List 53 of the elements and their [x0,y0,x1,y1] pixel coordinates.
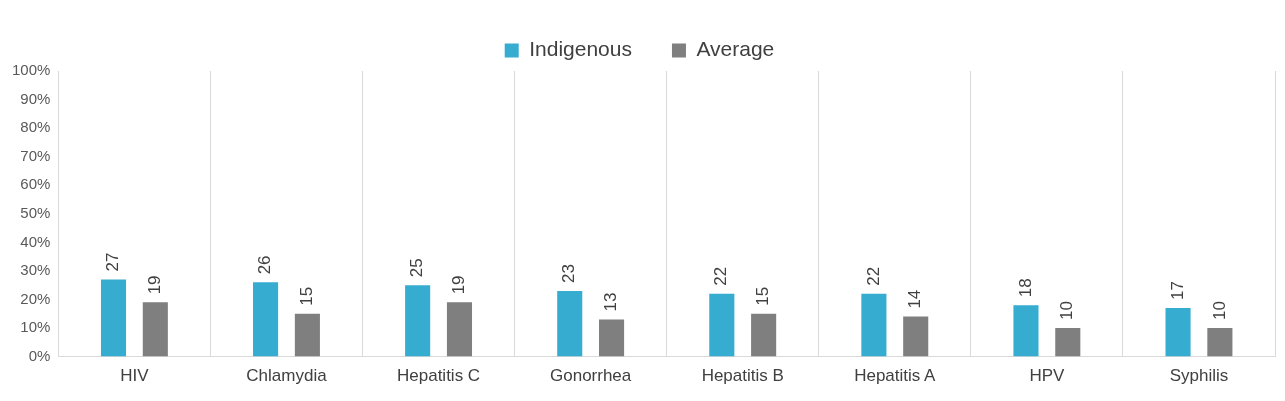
bar [142,302,168,357]
data-label: 22 [863,266,883,286]
data-label: 19 [449,275,469,295]
data-label: 19 [145,275,164,295]
y-tick-label: 10% [20,318,51,336]
bar [861,293,887,357]
x-tick-label: Gonorrhea [550,366,632,386]
x-tick-label: HIV [120,366,150,386]
data-label: 10 [1057,301,1077,321]
bar [1165,308,1191,357]
data-label: 22 [711,266,731,286]
legend-label: Indigenous [529,37,632,61]
bar [709,293,735,357]
bar [599,319,625,357]
data-label: 25 [407,258,427,278]
bar [1207,328,1233,357]
y-tick-label: 50% [20,203,51,221]
x-tick-label: Chlamydia [246,366,328,386]
bar [100,279,127,357]
data-label: 14 [905,289,925,309]
y-tick-label: 40% [20,232,51,250]
bar [751,313,777,357]
data-label: 17 [1167,281,1187,301]
y-tick-label: 0% [28,346,51,364]
data-label: 10 [1209,301,1229,321]
bar [253,282,279,357]
bar [446,302,473,357]
bar [557,290,583,357]
x-tick-label: Hepatitis C [396,366,481,386]
data-label: 27 [103,252,123,272]
data-label: 13 [601,292,621,312]
x-tick-label: Hepatitis B [701,366,784,386]
y-tick-label: 100% [11,61,51,79]
bar [903,316,929,357]
y-tick-label: 90% [20,89,51,107]
data-label: 18 [1015,278,1035,298]
data-label: 15 [297,286,317,306]
legend-label: Average [696,37,775,61]
y-tick-label: 20% [20,289,51,307]
data-label: 26 [255,255,275,275]
y-tick-label: 80% [20,118,51,136]
bar [1055,328,1081,357]
x-tick-label: Syphilis [1169,366,1229,386]
x-tick-label: HPV [1029,366,1066,386]
bar [405,285,431,357]
data-label: 15 [753,286,773,306]
x-tick-label: Hepatitis A [854,366,937,386]
y-tick-label: 30% [20,261,51,279]
y-tick-label: 70% [20,146,51,164]
bar [294,313,320,357]
bar [1013,305,1039,357]
data-label: 23 [559,263,579,283]
y-tick-label: 60% [20,175,51,193]
